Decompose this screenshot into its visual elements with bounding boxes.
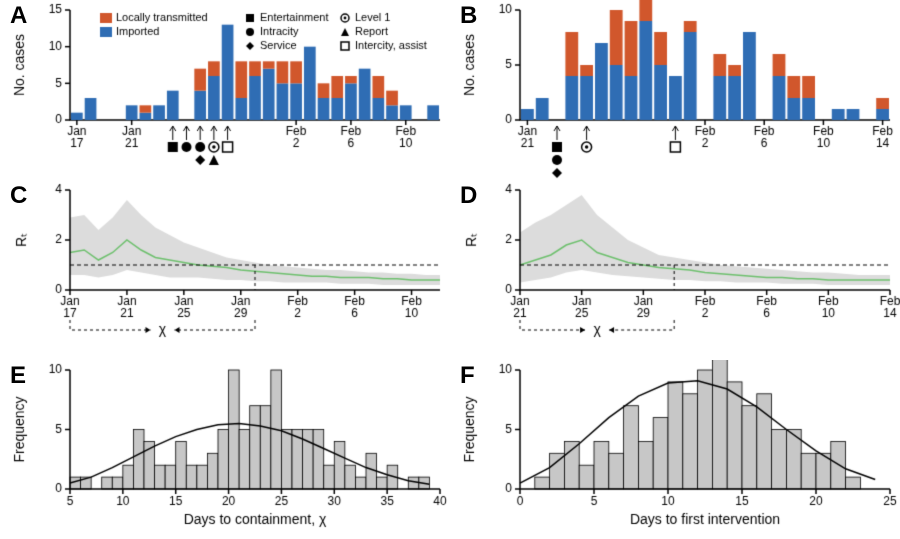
panel-label-e: E xyxy=(10,362,26,390)
panel-label-d: D xyxy=(460,182,477,210)
panel-f-canvas xyxy=(450,360,900,539)
panel-d-canvas xyxy=(450,180,900,360)
panel-label-a: A xyxy=(10,2,27,30)
panel-label-f: F xyxy=(460,362,475,390)
panel-label-b: B xyxy=(460,2,477,30)
panel-b-canvas xyxy=(450,0,900,180)
panel-a-canvas xyxy=(0,0,450,180)
panel-e-canvas xyxy=(0,360,450,539)
panel-c-canvas xyxy=(0,180,450,360)
panel-label-c: C xyxy=(10,182,27,210)
figure-container: A B C D E F xyxy=(0,0,900,539)
